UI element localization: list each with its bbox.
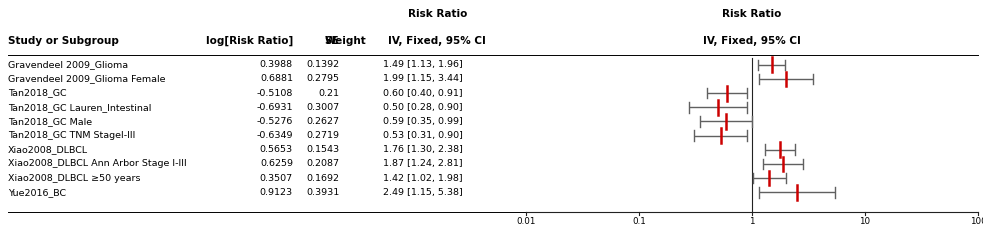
Text: 0.21: 0.21	[318, 89, 339, 98]
Text: 0.1392: 0.1392	[306, 60, 339, 69]
Text: Xiao2008_DLBCL ≥50 years: Xiao2008_DLBCL ≥50 years	[8, 174, 141, 183]
Text: 0.1692: 0.1692	[306, 174, 339, 183]
Text: 1: 1	[749, 216, 755, 226]
Text: -0.5276: -0.5276	[257, 117, 293, 126]
Text: 100: 100	[969, 216, 983, 226]
Text: Weight: Weight	[325, 36, 367, 46]
Text: Tan2018_GC TNM StageI-III: Tan2018_GC TNM StageI-III	[8, 131, 136, 140]
Text: 0.1543: 0.1543	[306, 145, 339, 154]
Text: -0.6349: -0.6349	[257, 131, 293, 140]
Text: IV, Fixed, 95% CI: IV, Fixed, 95% CI	[703, 36, 801, 46]
Text: Xiao2008_DLBCL Ann Arbor Stage I-III: Xiao2008_DLBCL Ann Arbor Stage I-III	[8, 159, 187, 168]
Text: 1.87 [1.24, 2.81]: 1.87 [1.24, 2.81]	[383, 159, 463, 168]
Text: Gravendeel 2009_Glioma Female: Gravendeel 2009_Glioma Female	[8, 74, 165, 84]
Text: log[Risk Ratio]: log[Risk Ratio]	[205, 36, 293, 46]
Text: Risk Ratio: Risk Ratio	[723, 9, 781, 19]
Text: 0.3988: 0.3988	[260, 60, 293, 69]
Text: IV, Fixed, 95% CI: IV, Fixed, 95% CI	[388, 36, 487, 46]
Text: Risk Ratio: Risk Ratio	[408, 9, 467, 19]
Text: 1.42 [1.02, 1.98]: 1.42 [1.02, 1.98]	[383, 174, 463, 183]
Text: 10: 10	[859, 216, 871, 226]
Text: 0.1: 0.1	[632, 216, 646, 226]
Text: Tan2018_GC Lauren_Intestinal: Tan2018_GC Lauren_Intestinal	[8, 103, 151, 112]
Text: 0.5653: 0.5653	[260, 145, 293, 154]
Text: 0.59 [0.35, 0.99]: 0.59 [0.35, 0.99]	[383, 117, 463, 126]
Text: 2.49 [1.15, 5.38]: 2.49 [1.15, 5.38]	[383, 188, 463, 197]
Text: SE: SE	[324, 36, 339, 46]
Text: Tan2018_GC: Tan2018_GC	[8, 89, 67, 98]
Text: -0.5108: -0.5108	[257, 89, 293, 98]
Text: Yue2016_BC: Yue2016_BC	[8, 188, 66, 197]
Text: Xiao2008_DLBCL: Xiao2008_DLBCL	[8, 145, 88, 154]
Text: 0.2795: 0.2795	[306, 74, 339, 84]
Text: 0.01: 0.01	[516, 216, 536, 226]
Text: 0.2087: 0.2087	[306, 159, 339, 168]
Text: 0.6259: 0.6259	[260, 159, 293, 168]
Text: Gravendeel 2009_Glioma: Gravendeel 2009_Glioma	[8, 60, 128, 69]
Text: 0.53 [0.31, 0.90]: 0.53 [0.31, 0.90]	[383, 131, 463, 140]
Text: Tan2018_GC Male: Tan2018_GC Male	[8, 117, 92, 126]
Text: 0.3007: 0.3007	[306, 103, 339, 112]
Text: 0.2627: 0.2627	[306, 117, 339, 126]
Text: 0.3507: 0.3507	[260, 174, 293, 183]
Text: 1.99 [1.15, 3.44]: 1.99 [1.15, 3.44]	[383, 74, 463, 84]
Text: 0.2719: 0.2719	[306, 131, 339, 140]
Text: Study or Subgroup: Study or Subgroup	[8, 36, 119, 46]
Text: 0.6881: 0.6881	[260, 74, 293, 84]
Text: 0.9123: 0.9123	[260, 188, 293, 197]
Text: 1.76 [1.30, 2.38]: 1.76 [1.30, 2.38]	[383, 145, 463, 154]
Text: 1.49 [1.13, 1.96]: 1.49 [1.13, 1.96]	[383, 60, 463, 69]
Text: 0.50 [0.28, 0.90]: 0.50 [0.28, 0.90]	[383, 103, 463, 112]
Text: -0.6931: -0.6931	[257, 103, 293, 112]
Text: 0.60 [0.40, 0.91]: 0.60 [0.40, 0.91]	[383, 89, 463, 98]
Text: 0.3931: 0.3931	[306, 188, 339, 197]
